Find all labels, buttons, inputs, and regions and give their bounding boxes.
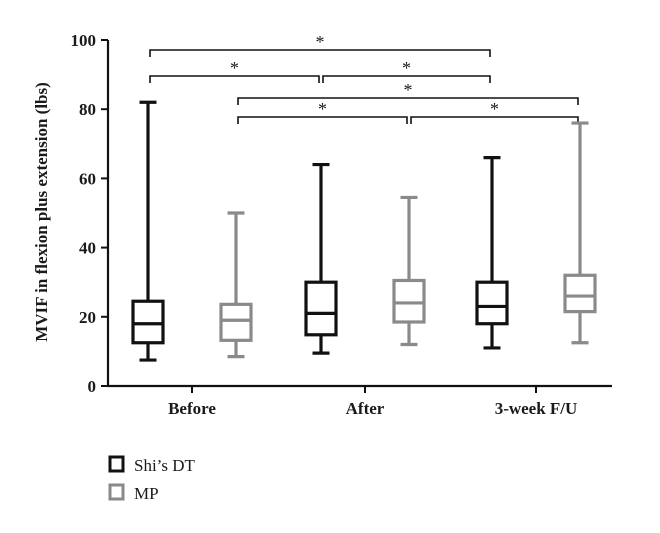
box-iqr [131,299,165,345]
significance-star: * [402,58,411,78]
significance-bracket-5: * [410,99,579,124]
significance-bracket-2: * [322,58,491,83]
significance-brackets: ** *** * [149,32,579,124]
box-0-0 [131,100,165,362]
significance-star: * [316,32,325,52]
y-tick-label-20: 20 [79,308,96,327]
y-tick-label-100: 100 [71,31,97,50]
legend: Shi’s DT MP [108,455,196,503]
box-0-1 [304,162,338,355]
box-1-2 [563,121,597,345]
legend-item-0: Shi’s DT [108,455,196,475]
box-iqr [392,278,426,324]
bracket-line [237,97,579,105]
legend-label: MP [134,484,159,503]
x-category-label-0: Before [168,399,216,418]
box-0-2 [475,156,509,350]
box-1-1 [392,195,426,347]
box-iqr [219,302,253,342]
axes: 0 20 40 60 80 100 Before After 3-week F/U [71,31,612,418]
box-iqr [563,273,597,314]
significance-star: * [404,80,413,100]
bracket-line [322,75,491,83]
bracket-line [149,75,320,83]
y-tick-label-40: 40 [79,239,96,258]
significance-star: * [230,58,239,78]
legend-swatch [108,483,125,501]
bracket-line [410,116,579,124]
legend-item-1: MP [108,483,159,503]
box-1-0 [219,211,253,359]
box-iqr [304,280,338,337]
significance-star: * [490,99,499,119]
y-tick-label-0: 0 [88,377,97,396]
significance-bracket-1: * [149,58,320,83]
box-iqr [475,280,509,326]
legend-label: Shi’s DT [134,456,196,475]
y-tick-label-80: 80 [79,100,96,119]
boxes [131,100,597,362]
y-tick-label-60: 60 [79,169,96,188]
x-category-label-2: 3-week F/U [495,399,578,418]
y-axis-title: MVIF in flexion plus extension (lbs) [32,82,51,342]
legend-swatch [108,455,125,473]
bracket-line [149,49,491,57]
significance-bracket-3: * [237,80,579,105]
significance-star: * [318,99,327,119]
x-category-label-1: After [346,399,385,418]
significance-bracket-0: * [149,32,491,57]
significance-bracket-4: * [237,99,408,124]
bracket-line [237,116,408,124]
